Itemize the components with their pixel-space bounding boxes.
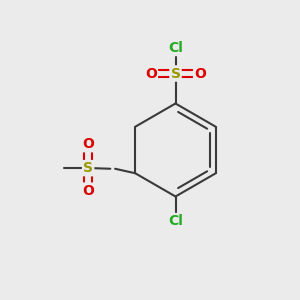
Text: Cl: Cl: [168, 41, 183, 55]
Text: O: O: [82, 184, 94, 198]
Text: O: O: [145, 67, 157, 80]
Text: O: O: [82, 137, 94, 151]
Text: S: S: [83, 161, 93, 175]
Text: S: S: [170, 67, 181, 80]
Text: Cl: Cl: [168, 214, 183, 228]
Text: O: O: [194, 67, 206, 80]
